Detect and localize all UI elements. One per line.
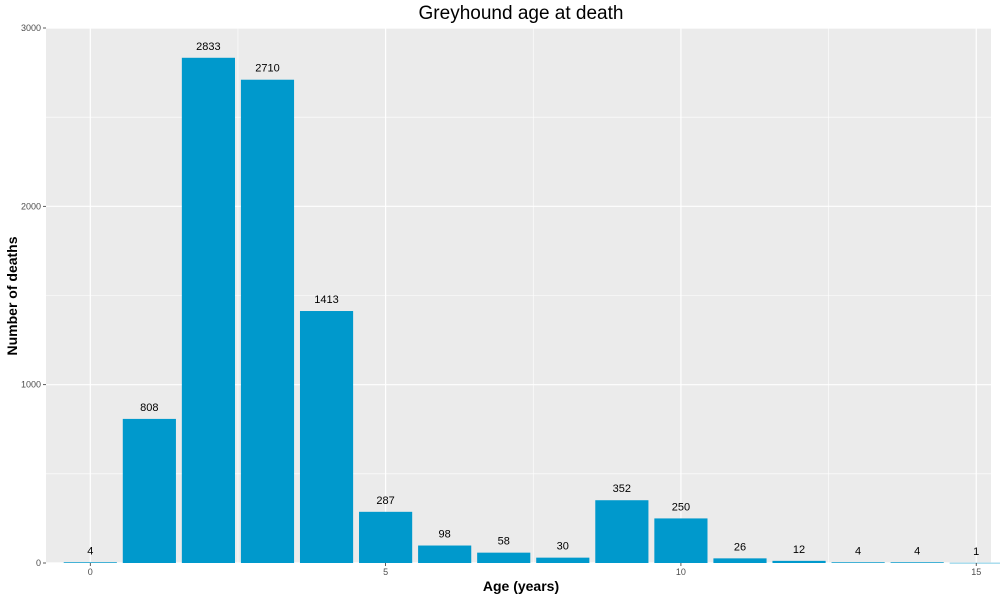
- bar-age-7: [477, 552, 531, 563]
- bar-age-1: [122, 418, 176, 563]
- bar-age-13: [831, 562, 885, 563]
- bar-age-4: [299, 311, 354, 563]
- y-tick-label: 2000: [21, 201, 41, 211]
- bars: [63, 57, 1000, 564]
- data-label-age-7: 58: [498, 536, 510, 548]
- data-label-age-4: 1413: [314, 294, 338, 306]
- bar-age-12: [772, 560, 826, 563]
- data-label-age-9: 352: [613, 483, 631, 495]
- bar-age-9: [595, 500, 649, 563]
- y-tick-label: 1000: [21, 380, 41, 390]
- x-tick-label: 10: [676, 567, 686, 577]
- y-tick-label: 3000: [21, 23, 41, 33]
- y-tick-label: 0: [36, 558, 41, 568]
- x-tick-label: 5: [383, 567, 388, 577]
- data-label-age-10: 250: [672, 501, 690, 513]
- data-label-age-11: 26: [734, 541, 746, 553]
- bar-age-3: [240, 79, 295, 563]
- bar-age-10: [654, 518, 708, 563]
- x-tick-label: 15: [971, 567, 981, 577]
- y-axis-ticks: 0 1000 2000 3000: [21, 23, 46, 568]
- bar-age-8: [536, 557, 590, 563]
- data-label-age-8: 30: [557, 541, 569, 553]
- bar-age-2: [181, 57, 235, 563]
- bar-age-6: [418, 545, 472, 563]
- bar-age-11: [713, 558, 767, 563]
- bar-age-15: [949, 562, 1000, 564]
- bar-age-14: [890, 562, 944, 563]
- data-labels: 4 808 2833 2710 1413 287 98 58 30 352 250 26 12 4 4 1: [87, 41, 979, 558]
- data-label-age-12: 12: [793, 544, 805, 556]
- data-label-age-1: 808: [140, 402, 158, 414]
- y-axis-title: Number of deaths: [4, 236, 20, 355]
- data-label-age-13: 4: [855, 545, 861, 557]
- x-axis-ticks: 0 5 10 15: [88, 563, 981, 577]
- data-label-age-6: 98: [439, 529, 451, 541]
- chart-title: Greyhound age at death: [419, 3, 624, 24]
- data-label-age-0: 4: [87, 545, 93, 557]
- bar-age-5: [359, 511, 413, 563]
- x-axis-title: Age (years): [483, 578, 559, 594]
- bar-age-0: [63, 562, 117, 563]
- data-label-age-5: 287: [376, 495, 394, 507]
- data-label-age-14: 4: [914, 545, 920, 557]
- data-label-age-15: 1: [973, 546, 979, 558]
- data-label-age-3: 2710: [255, 63, 279, 75]
- data-label-age-2: 2833: [196, 41, 220, 53]
- x-tick-label: 0: [88, 567, 93, 577]
